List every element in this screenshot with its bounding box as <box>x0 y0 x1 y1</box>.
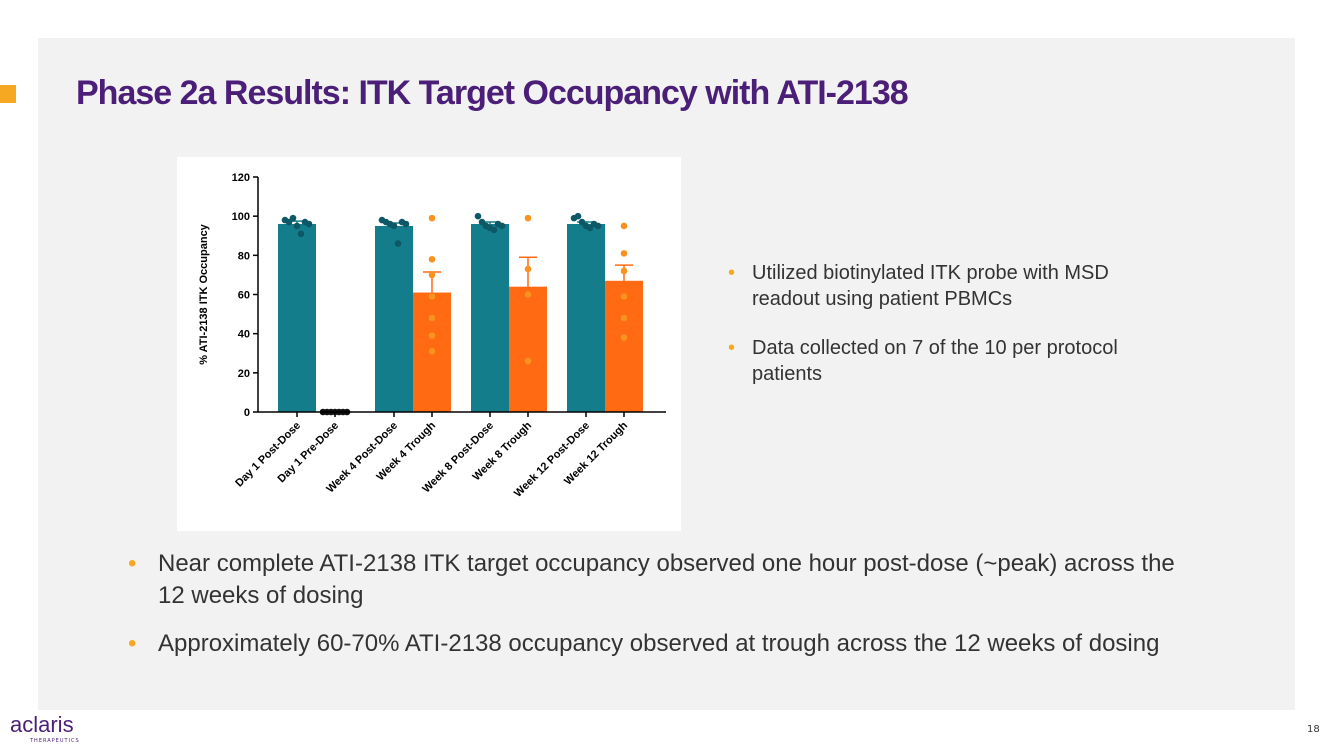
bullet: Data collected on 7 of the 10 per protoc… <box>728 335 1132 387</box>
logo-subtitle: THERAPEUTICS <box>30 738 80 744</box>
data-point <box>428 293 436 300</box>
bar <box>471 224 509 412</box>
logo: aclaris <box>10 712 74 737</box>
data-point <box>524 214 532 222</box>
y-tick-label: 120 <box>232 172 250 184</box>
data-point <box>620 250 628 257</box>
data-point <box>428 214 436 222</box>
data-point <box>620 293 628 300</box>
data-point <box>474 212 482 220</box>
data-point <box>594 222 602 230</box>
y-tick-label: 60 <box>238 290 250 302</box>
bar <box>605 280 643 412</box>
slide-title: Phase 2a Results: ITK Target Occupancy w… <box>76 74 909 112</box>
bar <box>567 224 605 412</box>
y-tick-label: 0 <box>244 407 250 419</box>
bullet: Near complete ATI-2138 ITK target occupa… <box>128 548 1208 612</box>
data-point <box>620 267 628 275</box>
data-point <box>390 222 398 230</box>
data-point <box>524 357 532 365</box>
y-tick-label: 40 <box>238 329 250 341</box>
data-point <box>620 222 628 230</box>
data-point <box>305 220 313 228</box>
data-point <box>620 314 628 322</box>
chart: % ATI-2138 ITK Occupancy 0 20 40 60 80 100 120 D… <box>198 172 666 500</box>
data-point <box>394 240 402 247</box>
page-number: 18 <box>1307 724 1320 735</box>
data-point <box>524 291 532 298</box>
data-point <box>428 347 436 355</box>
data-point <box>574 212 582 220</box>
x-tick-label: Day 1 Post-Dose <box>233 420 303 490</box>
data-point <box>297 230 305 238</box>
data-point <box>490 226 498 234</box>
bar <box>375 225 413 412</box>
y-tick-label: 100 <box>232 211 250 223</box>
data-point <box>289 214 297 222</box>
data-point <box>428 271 436 279</box>
data-point <box>620 334 628 341</box>
data-point <box>402 220 410 228</box>
data-point <box>428 255 436 263</box>
bullet: Approximately 60-70% ATI-2138 occupancy … <box>128 628 1208 660</box>
bullet: Utilized biotinylated ITK probe with MSD… <box>728 260 1132 312</box>
bar <box>278 224 316 412</box>
data-point <box>524 265 532 273</box>
data-point <box>293 222 301 230</box>
data-point <box>498 222 506 230</box>
y-tick-label: 80 <box>238 250 250 262</box>
chart-box: % ATI-2138 ITK Occupancy 0 20 40 60 80 100 120 D… <box>177 157 681 531</box>
accent <box>0 85 16 103</box>
data-point <box>428 314 436 322</box>
y-axis-label: % ATI-2138 ITK Occupancy <box>198 223 210 364</box>
y-tick-label: 20 <box>238 368 250 380</box>
data-point <box>428 332 436 339</box>
